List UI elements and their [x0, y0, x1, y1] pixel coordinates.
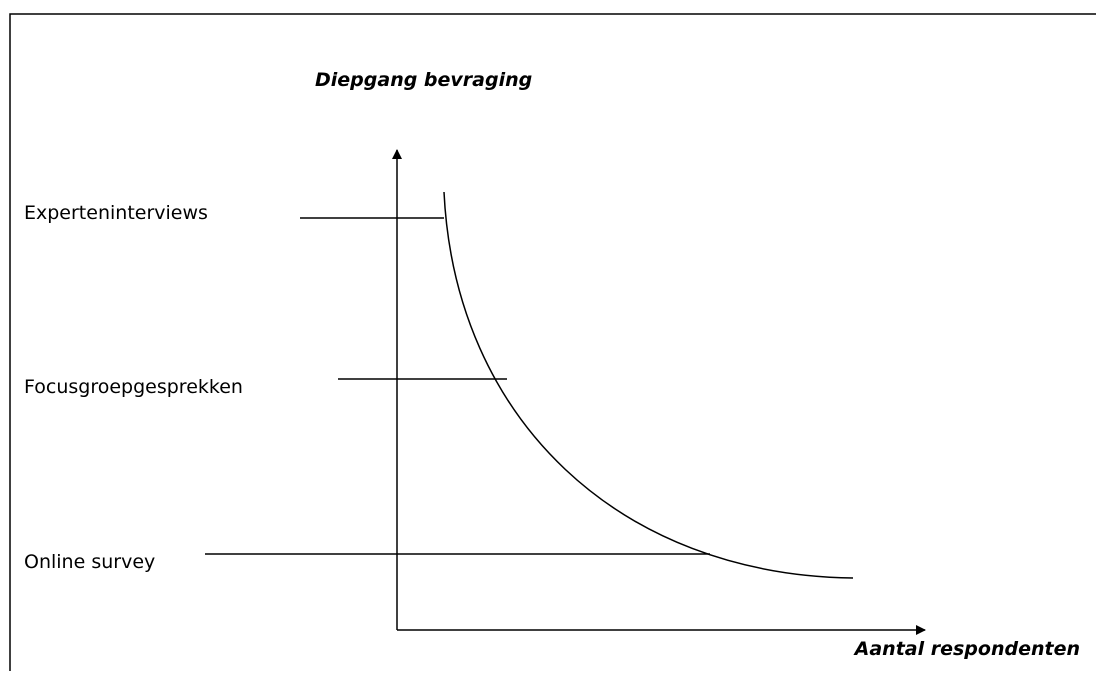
level-label: Experteninterviews [24, 202, 208, 224]
curve [443, 191, 854, 579]
level-label: Focusgroepgesprekken [24, 376, 243, 398]
y-axis-label: Diepgang bevraging [315, 69, 532, 91]
frame [9, 13, 1096, 675]
x-axis-label: Aantal respondenten [853, 638, 1080, 660]
level-label: Online survey [24, 551, 155, 573]
